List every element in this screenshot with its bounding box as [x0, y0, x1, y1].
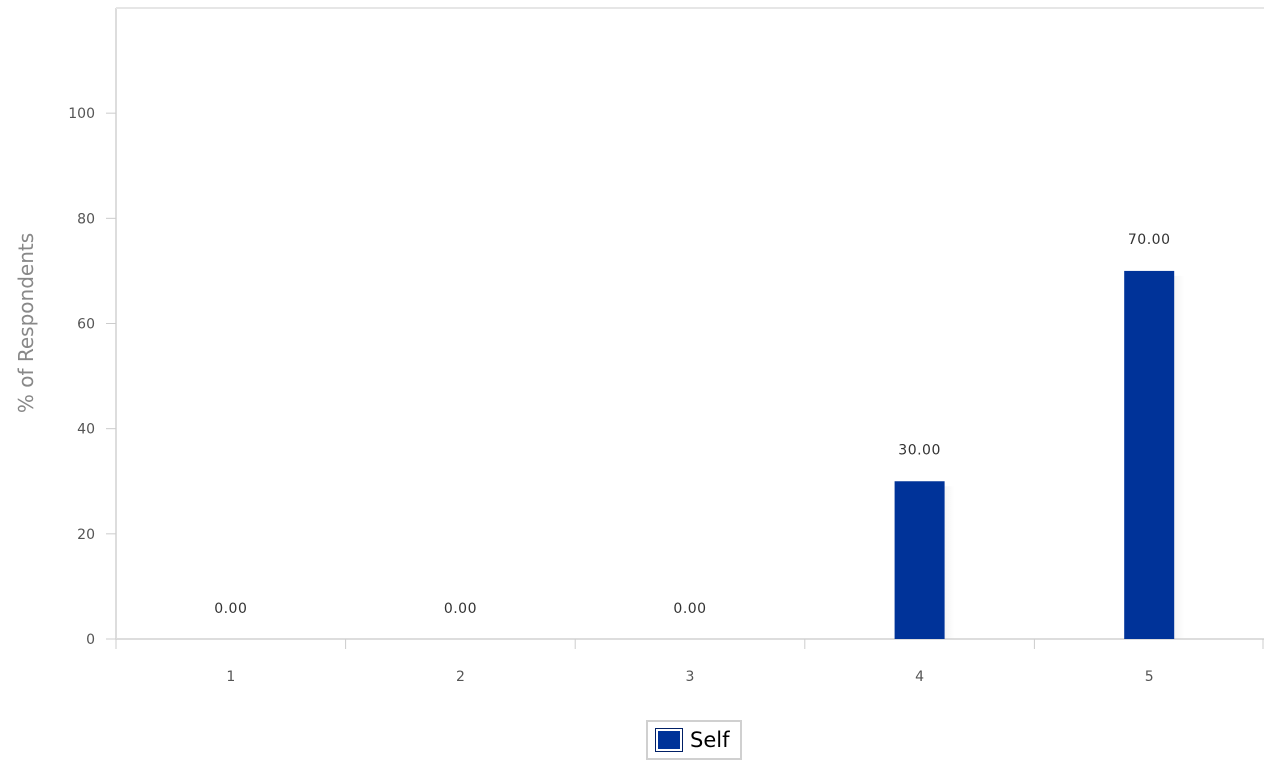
y-tick-label: 80 — [77, 211, 95, 227]
legend-swatch-self — [655, 728, 683, 752]
y-tick-label: 60 — [77, 317, 95, 333]
bars — [894, 270, 1185, 639]
axes — [115, 7, 1264, 640]
data-label: 30.00 — [898, 442, 941, 458]
x-tick-label: 1 — [226, 669, 235, 685]
legend[interactable]: Self — [646, 720, 742, 760]
data-label: 0.00 — [673, 601, 706, 617]
data-label: 0.00 — [214, 601, 247, 617]
data-label: 70.00 — [1128, 232, 1171, 248]
bar — [894, 481, 945, 639]
legend-label-self: Self — [690, 728, 730, 752]
y-axis-title: % of Respondents — [14, 233, 38, 413]
y-tick-label: 20 — [77, 527, 95, 543]
x-tick-label: 3 — [686, 669, 695, 685]
y-tick-label: 40 — [77, 422, 95, 438]
bar — [1124, 270, 1175, 639]
x-tick-label: 4 — [915, 669, 924, 685]
data-labels: 0.00 0.00 0.00 30.00 70.00 — [214, 232, 1170, 617]
y-tick-label: 100 — [68, 106, 95, 122]
y-tick-label: 0 — [86, 632, 95, 648]
data-label: 0.00 — [444, 601, 477, 617]
y-axis-ticks: 0 20 40 60 80 100 — [68, 106, 116, 648]
x-tick-label: 5 — [1145, 669, 1154, 685]
x-tick-label: 2 — [456, 669, 465, 685]
x-axis-ticks: 1 2 3 4 5 — [115, 639, 1264, 685]
